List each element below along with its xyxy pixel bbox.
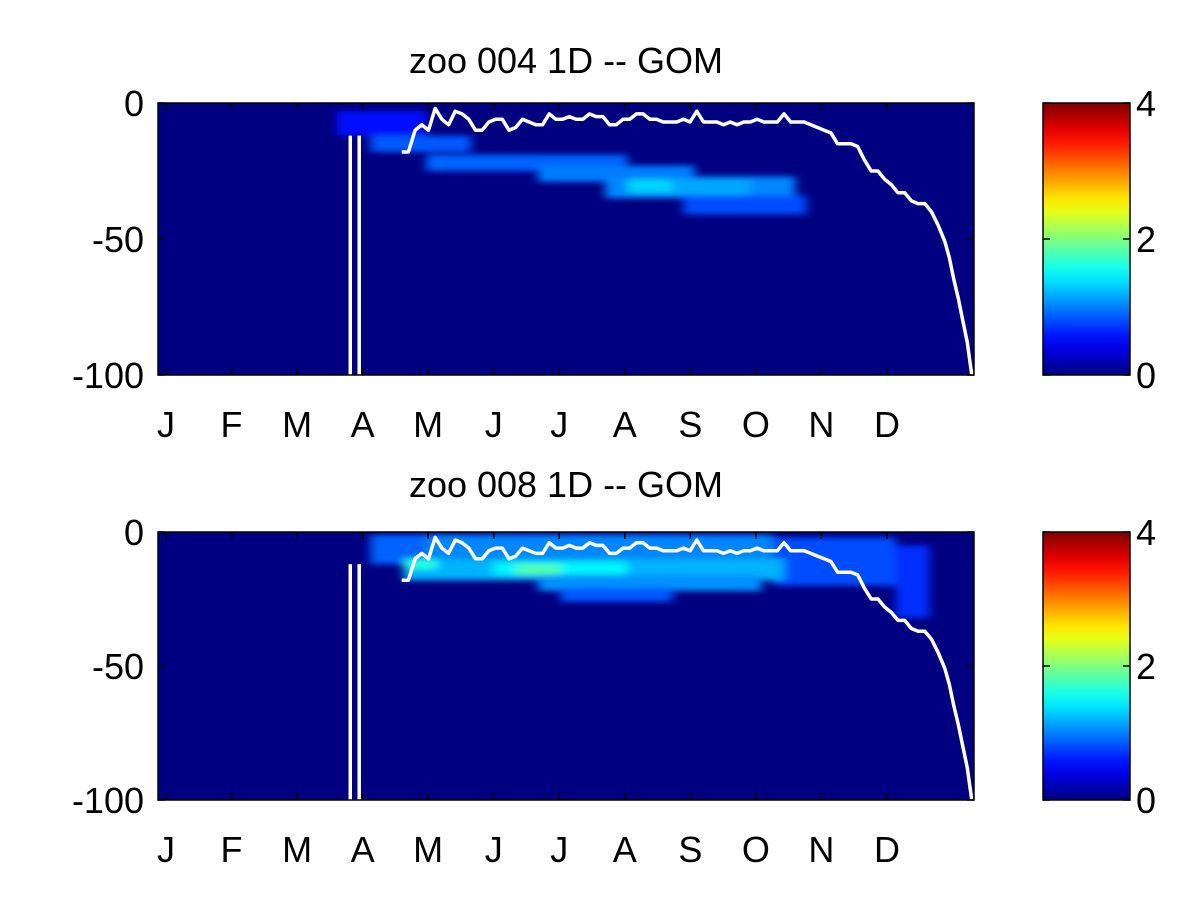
colorbar: 0 2 4 bbox=[1042, 83, 1156, 396]
x-tick-label: J bbox=[550, 404, 568, 445]
x-tick-label: J bbox=[485, 404, 503, 445]
heatmap-patch-10 bbox=[560, 588, 673, 602]
x-tick-label: J bbox=[550, 829, 568, 870]
heatmap-background bbox=[158, 103, 974, 375]
x-tick-label: O bbox=[742, 829, 770, 870]
x-tick-label: S bbox=[678, 829, 702, 870]
x-tick-label: A bbox=[613, 829, 637, 870]
heatmap-patch-6 bbox=[403, 558, 438, 570]
heatmap-patch-9 bbox=[538, 574, 762, 591]
x-tick-label: D bbox=[874, 404, 900, 445]
chart-title: zoo 008 1D -- GOM bbox=[409, 464, 723, 505]
x-tick-label: J bbox=[485, 829, 503, 870]
heatmap-patch-8 bbox=[683, 195, 807, 215]
y-tick-label: -50 bbox=[92, 219, 144, 260]
y-tick-label: 0 bbox=[124, 83, 144, 124]
heatmap-patch-8 bbox=[515, 564, 561, 575]
x-tick-label: M bbox=[282, 404, 312, 445]
x-tick-label: O bbox=[742, 404, 770, 445]
x-tick-label: F bbox=[221, 404, 243, 445]
y-tick-label: 0 bbox=[124, 512, 144, 553]
x-tick-label: N bbox=[808, 404, 834, 445]
heatmap-patch-1 bbox=[336, 111, 427, 136]
x-tick-label: S bbox=[678, 404, 702, 445]
x-tick-label: D bbox=[874, 829, 900, 870]
colorbar-tick-label: 0 bbox=[1136, 780, 1156, 821]
colorbar-tick-label: 0 bbox=[1136, 355, 1156, 396]
heatmap-patch-3 bbox=[772, 537, 896, 586]
heatmap-patch-7 bbox=[672, 179, 751, 196]
x-tick-label: M bbox=[282, 829, 312, 870]
heatmap-patch-6 bbox=[627, 179, 673, 193]
colorbar-gradient bbox=[1042, 531, 1131, 801]
heatmap-patch-2 bbox=[370, 135, 471, 152]
x-tick-label: N bbox=[808, 829, 834, 870]
x-tick-label: A bbox=[351, 829, 375, 870]
x-tick-label: M bbox=[413, 404, 443, 445]
colorbar: 0 2 4 bbox=[1042, 512, 1156, 821]
x-tick-label: A bbox=[613, 404, 637, 445]
heatmap-patch-4 bbox=[895, 545, 930, 618]
y-tick-label: -100 bbox=[72, 780, 144, 821]
y-tick-label: -50 bbox=[92, 646, 144, 687]
line-series bbox=[401, 106, 974, 375]
x-tick-label: A bbox=[351, 404, 375, 445]
x-tick-label: M bbox=[413, 829, 443, 870]
colorbar-tick-label: 2 bbox=[1136, 646, 1156, 687]
x-tick-label: J bbox=[157, 829, 175, 870]
y-tick-label: -100 bbox=[72, 355, 144, 396]
colorbar-tick-label: 2 bbox=[1136, 219, 1156, 260]
colorbar-gradient bbox=[1042, 102, 1131, 376]
x-tick-label: J bbox=[157, 404, 175, 445]
line-series bbox=[401, 535, 974, 800]
heatmap-patch-7 bbox=[493, 561, 628, 575]
colorbar-tick-label: 4 bbox=[1136, 512, 1156, 553]
heatmap-patches bbox=[336, 111, 807, 215]
x-tick-label: F bbox=[221, 829, 243, 870]
chart-title: zoo 004 1D -- GOM bbox=[409, 40, 723, 81]
colorbar-tick-label: 4 bbox=[1136, 83, 1156, 124]
